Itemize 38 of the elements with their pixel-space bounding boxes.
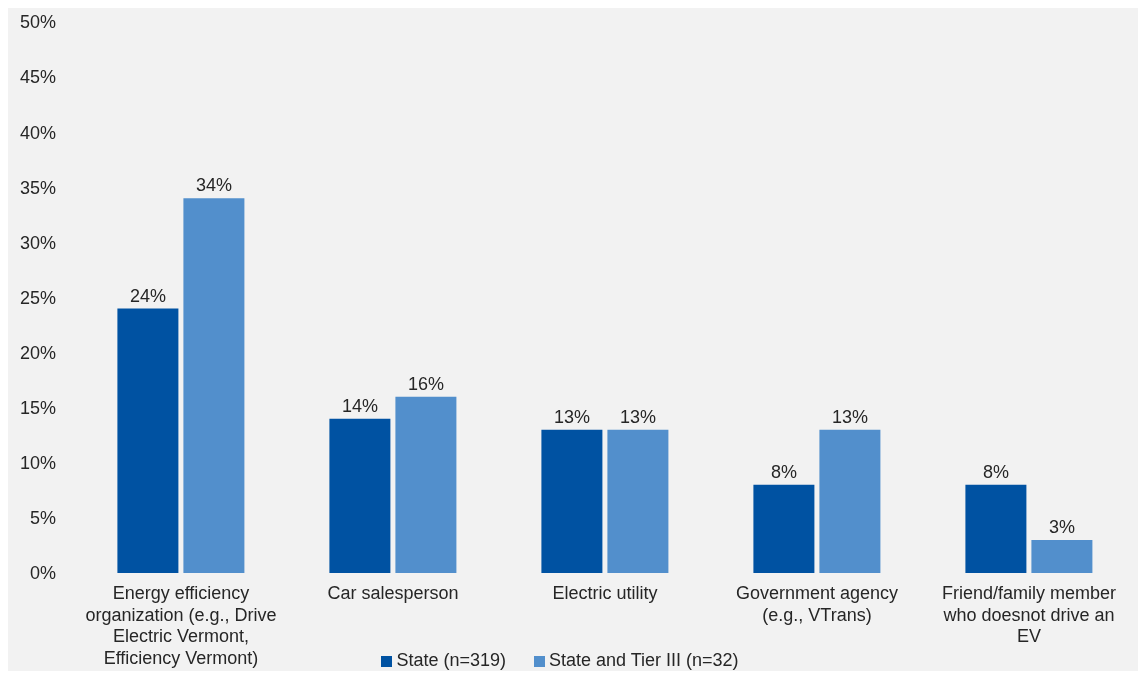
bar — [541, 429, 603, 573]
data-label: 8% — [982, 461, 1009, 482]
bar — [395, 396, 457, 573]
data-label: 13% — [831, 406, 868, 427]
bar — [753, 484, 815, 573]
y-tick-label: 40% — [19, 122, 56, 143]
data-label: 13% — [619, 406, 656, 427]
y-tick-label: 45% — [19, 67, 56, 88]
y-tick-label: 5% — [29, 508, 56, 529]
data-label: 3% — [1048, 516, 1075, 537]
data-label: 14% — [341, 395, 378, 416]
bar — [117, 308, 179, 573]
y-tick-label: 10% — [19, 453, 56, 474]
bar — [965, 484, 1027, 573]
data-label: 34% — [195, 175, 232, 196]
data-label: 16% — [407, 373, 444, 394]
y-tick-label: 0% — [29, 563, 56, 584]
legend-label: State (n=319) — [396, 650, 506, 670]
bar — [183, 198, 245, 573]
x-tick-label: Energy efficiency organization (e.g., Drive Electric Vermont, Efficiency Vermont) — [85, 583, 277, 669]
y-tick-label: 50% — [19, 12, 56, 33]
x-tick-label: Friend/family member who doesnot drive an EV — [941, 583, 1117, 647]
bar — [607, 429, 669, 573]
x-tick-label: Car salesperson — [327, 583, 459, 603]
y-tick-label: 15% — [19, 398, 56, 419]
legend-label: State and Tier III (n=32) — [548, 650, 739, 670]
y-tick-label: 25% — [19, 287, 56, 308]
y-tick-label: 30% — [19, 232, 56, 253]
y-tick-label: 20% — [19, 342, 56, 363]
x-tick-label: Government agency (e.g., VTrans) — [735, 583, 899, 625]
data-label: 24% — [129, 285, 166, 306]
x-tick-label: Electric utility — [552, 583, 658, 603]
data-label: 13% — [553, 406, 590, 427]
bar — [819, 429, 881, 573]
bar — [329, 418, 391, 573]
data-label: 8% — [770, 461, 797, 482]
bar — [1031, 539, 1093, 573]
y-tick-label: 35% — [19, 177, 56, 198]
